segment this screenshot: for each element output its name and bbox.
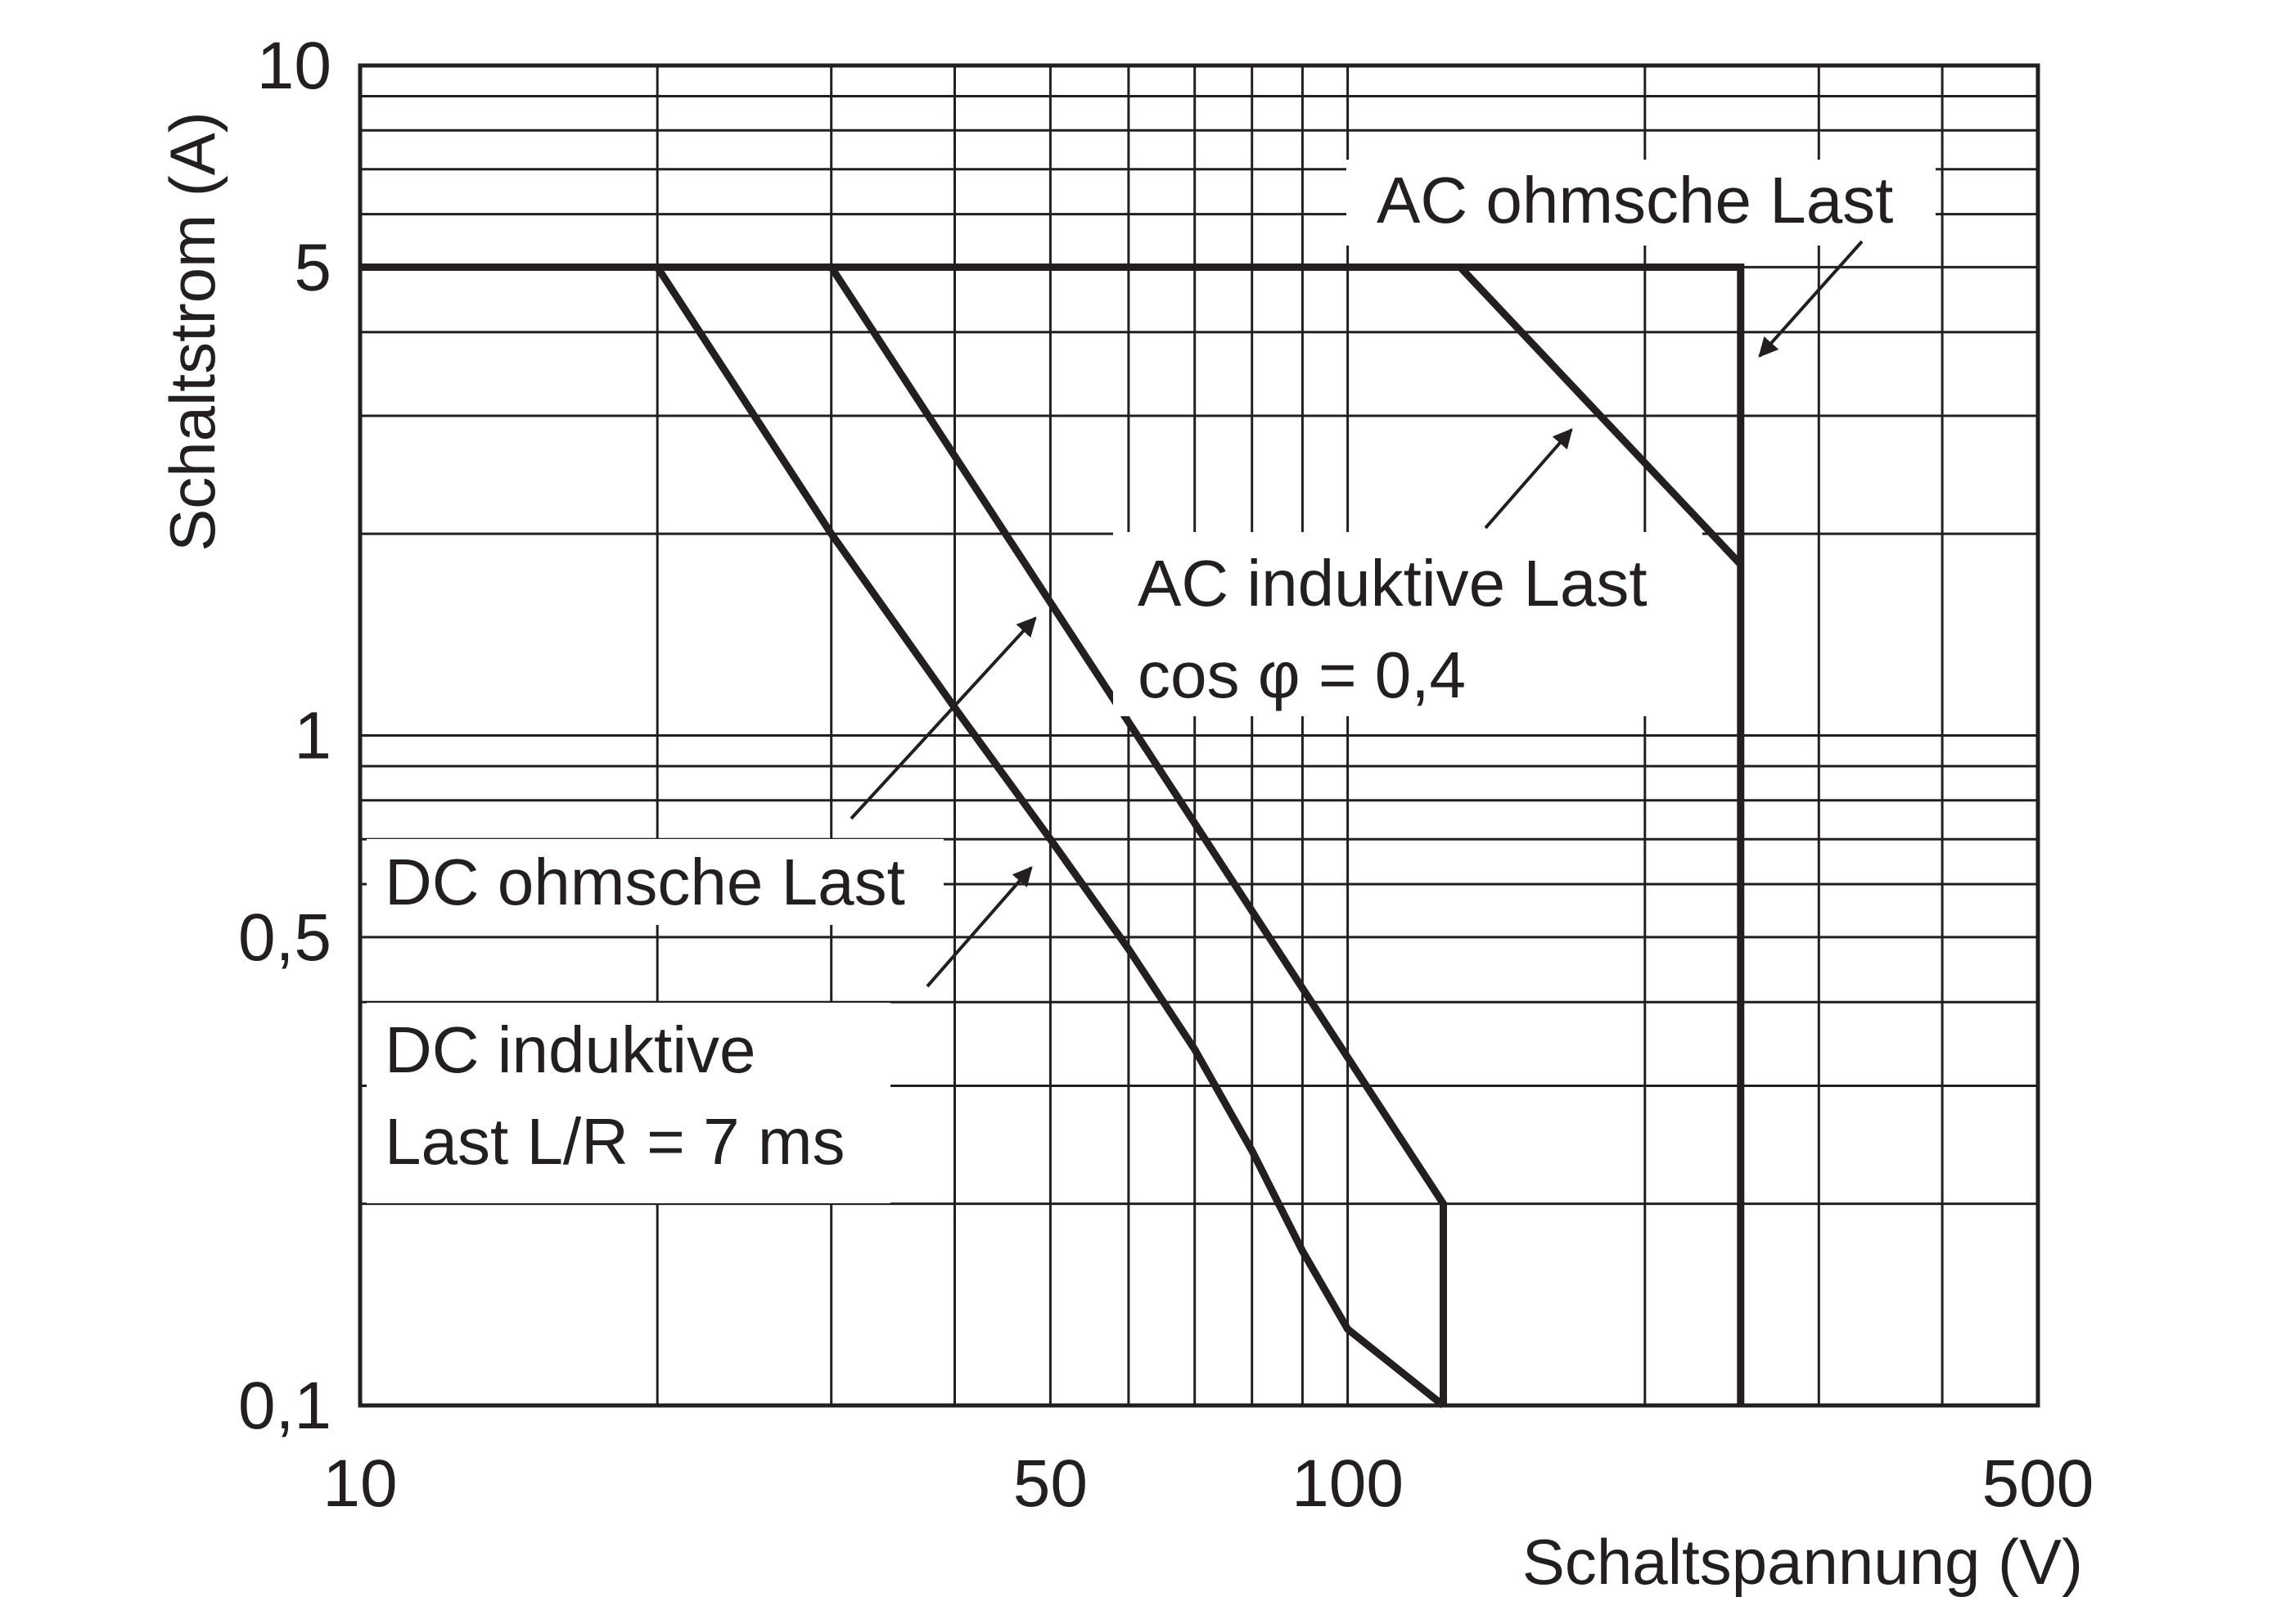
- annotation-dc-ohmsche-last: DC ohmsche Last: [385, 846, 905, 918]
- x-tick-label: 100: [1292, 1446, 1404, 1521]
- y-tick-label: 1: [294, 699, 331, 774]
- annotation-arrows: [850, 240, 1864, 988]
- y-tick-label: 10: [257, 29, 331, 103]
- series-dc-induktive-last: [654, 264, 1446, 1409]
- plot-border: [358, 63, 2040, 1408]
- annotation-background: [367, 1003, 890, 1203]
- y-axis-label: Schaltstrom (A): [156, 111, 228, 551]
- x-tick-label: 500: [1982, 1446, 2094, 1521]
- annotation-arrow: [1758, 240, 1864, 358]
- annotation-line: DC ohmsche Last: [385, 846, 905, 918]
- series-layer: [360, 263, 1745, 1409]
- annotation-line: AC induktive Last: [1138, 547, 1648, 620]
- series-ac-ohmsche-last: [360, 263, 1745, 1405]
- annotation-arrow: [926, 866, 1033, 988]
- annotation-arrow: [850, 616, 1037, 820]
- annotations: AC ohmsche Last AC induktive Last cos φ = …: [367, 160, 1936, 1203]
- annotation-ac-ohmsche-last: AC ohmsche Last: [1377, 164, 1893, 237]
- annotation-ac-induktive-last: AC induktive Last cos φ = 0,4: [1138, 547, 1648, 711]
- x-tick-label: 50: [1013, 1446, 1088, 1521]
- annotation-line: AC ohmsche Last: [1377, 164, 1893, 237]
- annotation-background: [367, 839, 944, 925]
- annotation-background: [1346, 160, 1936, 246]
- annotation-line: DC induktive: [385, 1013, 756, 1086]
- plot-frame: [358, 63, 2040, 1408]
- series-ac-induktive-last: [1457, 264, 1744, 567]
- y-tick-labels: 0,1 0,5 1 5 10: [238, 29, 331, 1443]
- annotation-background: [1113, 532, 1702, 716]
- series-dc-ohmsche-last: [827, 264, 1447, 1405]
- y-tick-label: 0,5: [238, 900, 331, 975]
- y-tick-label: 5: [294, 230, 331, 304]
- annotation-dc-induktive-last: DC induktive Last L/R = 7 ms: [385, 1013, 845, 1178]
- y-tick-label: 0,1: [238, 1369, 331, 1443]
- x-tick-labels: 10 50 100 500: [322, 1446, 2094, 1521]
- x-tick-label: 10: [322, 1446, 397, 1521]
- x-axis-label: Schaltspannung (V): [1522, 1526, 2083, 1598]
- annotation-line: cos φ = 0,4: [1138, 638, 1466, 711]
- annotation-arrow: [1484, 428, 1573, 530]
- annotation-line: Last L/R = 7 ms: [385, 1105, 845, 1178]
